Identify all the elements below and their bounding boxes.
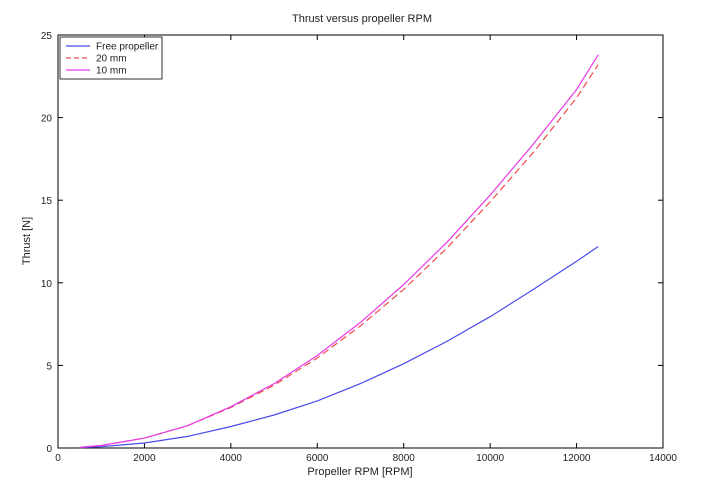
x-tick-label: 0 [55, 453, 61, 464]
legend-box [59, 36, 163, 80]
y-axis-label: Thrust [N] [21, 217, 33, 265]
legend-label: 10 mm [96, 66, 127, 77]
series-lines [79, 54, 599, 449]
x-tick-label: 14000 [649, 453, 677, 464]
x-tick-label: 4000 [220, 453, 243, 464]
axis-ticks: 0 2000 4000 6000 8000 10000 12000 14000 0 5 10 15 20… [41, 31, 677, 464]
x-axis-label: Propeller RPM [RPM] [307, 466, 412, 478]
x-tick-label: 12000 [563, 453, 591, 464]
y-tick-label: 15 [41, 196, 53, 207]
x-tick-label: 2000 [133, 453, 156, 464]
y-tick-label: 25 [41, 31, 53, 42]
series-line-0 [79, 246, 599, 449]
series-line-2 [79, 54, 599, 448]
chart-title: Thrust versus propeller RPM [292, 13, 432, 25]
y-tick-label: 10 [41, 279, 53, 290]
plot-area [57, 34, 664, 449]
legend-label: Free propeller [96, 42, 159, 53]
x-tick-label: 10000 [476, 453, 504, 464]
y-tick-label: 0 [46, 444, 52, 455]
x-tick-label: 6000 [306, 453, 329, 464]
y-tick-label: 5 [46, 361, 52, 372]
x-tick-label: 8000 [393, 453, 416, 464]
legend-label: 20 mm [96, 54, 127, 65]
y-tick-label: 20 [41, 114, 53, 125]
